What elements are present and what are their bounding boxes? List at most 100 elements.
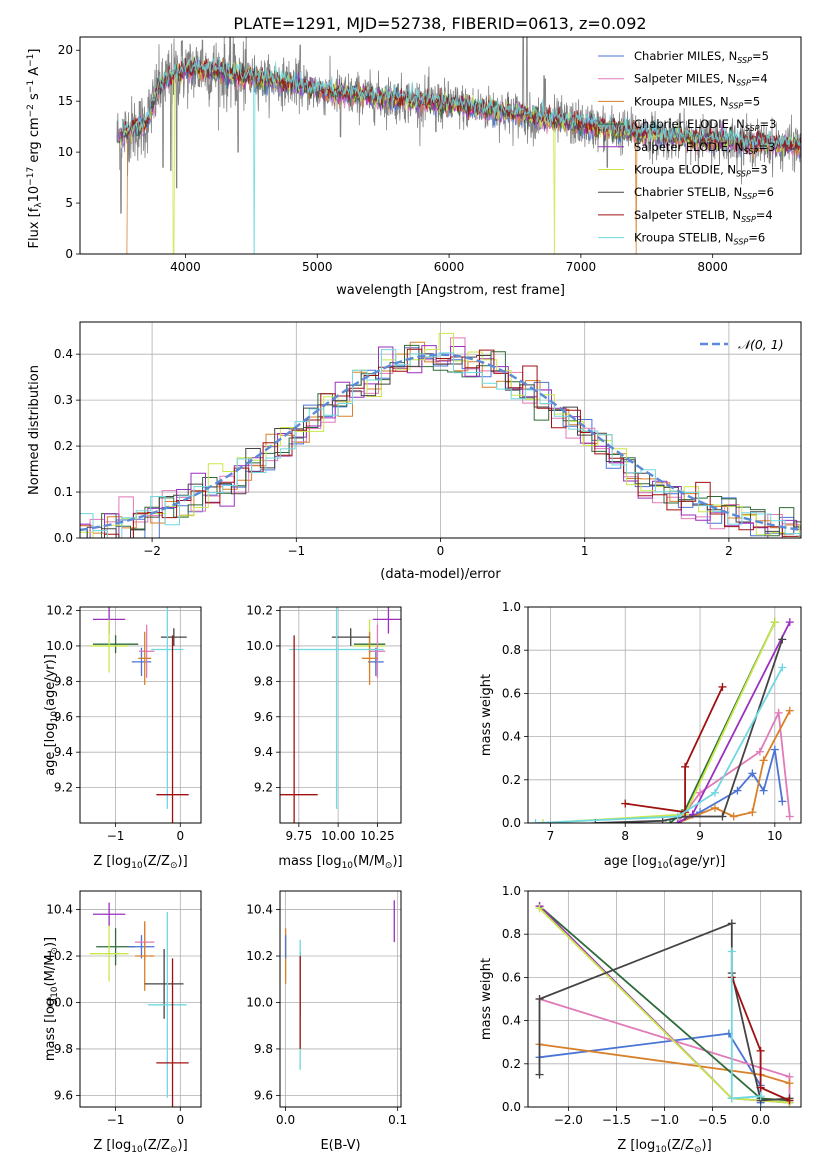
plot-area [531, 618, 794, 823]
label-part: ] [27, 49, 42, 54]
y-tick-label: 10.0 [246, 639, 273, 653]
x-tick-label: 0.1 [388, 1113, 407, 1127]
legend-ssp: SSP [744, 147, 759, 156]
label-part: age [log [604, 854, 657, 869]
label-part: −2 [26, 104, 36, 117]
label-part: 10 [27, 186, 42, 203]
legend-label: Salpeter ELODIE, NSSP=3 [634, 140, 775, 156]
x-tick-label: 1 [581, 544, 589, 558]
legend-label: Chabrier ELODIE, NSSP=3 [634, 117, 776, 133]
label-part: Z [log [93, 854, 131, 869]
y-tick-label: 9.4 [254, 745, 273, 759]
y-tick-label: 0.4 [502, 1014, 521, 1028]
legend-ssp: SSP [737, 56, 752, 65]
y-tick-label: 0.6 [502, 686, 521, 700]
panel-mass_vs_EBV: 0.0 0.1 9.6 9.8 10.0 10.2 10.4 [246, 890, 407, 1127]
y-tick-label: 9.2 [254, 781, 273, 795]
legend-count: =5 [743, 94, 760, 108]
axes-frame [279, 890, 402, 1108]
y-tick-label: 9.6 [254, 1088, 273, 1102]
y-tick-label: 10.4 [46, 903, 73, 917]
plot-area [280, 607, 401, 823]
legend-ssp: SSP [729, 101, 744, 110]
legend-count: =3 [751, 163, 768, 177]
label-part: (age/yr)] [43, 654, 58, 711]
label-part: age [log [43, 723, 58, 776]
label-part: (Z/Z [143, 854, 170, 869]
x-tick-label: 0 [176, 1113, 184, 1127]
y-tick-label: 1.0 [502, 600, 521, 614]
label-part: )] [392, 854, 402, 869]
x-tick-label: 9.75 [285, 829, 312, 843]
x-tick-label: −1.5 [602, 1113, 631, 1127]
y-tick-label: 15 [58, 94, 73, 108]
label-part: )] [702, 1138, 712, 1153]
xlabel-mass_vs_Z: Z [log10(Z/Z⊙)] [93, 1138, 187, 1155]
x-tick-label: −0.5 [698, 1113, 727, 1127]
legend-label: Kroupa STELIB, NSSP=6 [634, 231, 765, 247]
weight-line [535, 667, 784, 823]
spectrum-ylabel: Flux [fλ10−17 erg cm−2 s−1 A−1] [26, 49, 44, 249]
label-part: −17 [26, 167, 36, 186]
y-tick-label: 10.2 [46, 604, 73, 618]
x-tick-label: −2 [143, 544, 161, 558]
y-tick-label: 10.2 [246, 949, 273, 963]
spectrum-model-line [121, 56, 801, 254]
legend-ssp: SSP [742, 192, 757, 201]
y-tick-label: 0.8 [502, 927, 521, 941]
label-part: s [27, 93, 42, 104]
spectrum-model-line [121, 57, 801, 154]
legend-name: Chabrier MILES, N [634, 49, 737, 63]
histogram-step [80, 348, 801, 538]
x-tick-label: 0.0 [276, 1113, 295, 1127]
y-tick-label: 10.0 [46, 995, 73, 1009]
normal-curve [80, 353, 801, 532]
legend-name: Kroupa MILES, N [634, 94, 729, 108]
y-tick-label: 0.6 [502, 970, 521, 984]
legend-ssp: SSP [741, 215, 756, 224]
x-tick-label: −1.0 [650, 1113, 679, 1127]
plot-area [80, 332, 801, 538]
legend-count: =4 [751, 72, 768, 86]
y-tick-label: 9.8 [254, 1042, 273, 1056]
label-part: ⊙ [694, 1145, 702, 1155]
label-part: ⊙ [170, 1145, 178, 1155]
weight-line [677, 710, 791, 823]
y-tick-label: 9.8 [54, 674, 73, 688]
plot-area [116, 37, 801, 254]
legend-name: Salpeter MILES, N [634, 72, 736, 86]
label-part: 10 [657, 861, 669, 871]
plot-area [89, 902, 189, 1107]
label-part: Flux [f [27, 207, 42, 248]
label-part: Z [log [93, 1138, 131, 1153]
ylabel-weight_vs_Z: mass weight [479, 958, 494, 1040]
x-tick-label: 0 [437, 544, 445, 558]
label-part: −1 [26, 54, 36, 67]
xlabel-age_vs_mass: mass [log10(M/M⊙)] [278, 854, 402, 871]
y-tick-label: 0.2 [54, 439, 73, 453]
y-tick-label: 0.4 [502, 730, 521, 744]
legend-label: Kroupa MILES, NSSP=5 [634, 94, 760, 110]
axes-frame [79, 36, 802, 255]
y-tick-label: 0.0 [502, 1100, 521, 1114]
x-tick-label: 4000 [170, 260, 201, 274]
y-tick-label: 10.2 [46, 949, 73, 963]
y-tick-label: 0.4 [54, 347, 73, 361]
label-part: −1 [26, 80, 36, 93]
x-tick-label: 10 [767, 829, 782, 843]
x-tick-label: −1 [287, 544, 305, 558]
legend-ssp: SSP [734, 238, 749, 247]
legend-count: =6 [757, 185, 774, 199]
y-tick-label: 0 [65, 247, 73, 261]
y-tick-label: 10 [58, 145, 73, 159]
legend-name: Salpeter STELIB, N [634, 208, 741, 222]
label-part: 10 [50, 986, 60, 998]
panel-age_vs_Z: −1 0 9.2 9.4 9.6 9.8 10.0 10.2 [46, 604, 202, 843]
label-part: (Z/Z [667, 1138, 694, 1153]
legend-name: Kroupa ELODIE, N [634, 163, 736, 177]
axes-frame [527, 606, 802, 824]
y-tick-label: 9.4 [54, 745, 73, 759]
panel-weight_vs_age: 7 8 9 10 0.0 0.2 0.4 0.6 0.8 1.0 [502, 600, 802, 843]
legend-label: 𝒩(0, 1) [738, 337, 784, 352]
label-part: 10 [131, 861, 143, 871]
